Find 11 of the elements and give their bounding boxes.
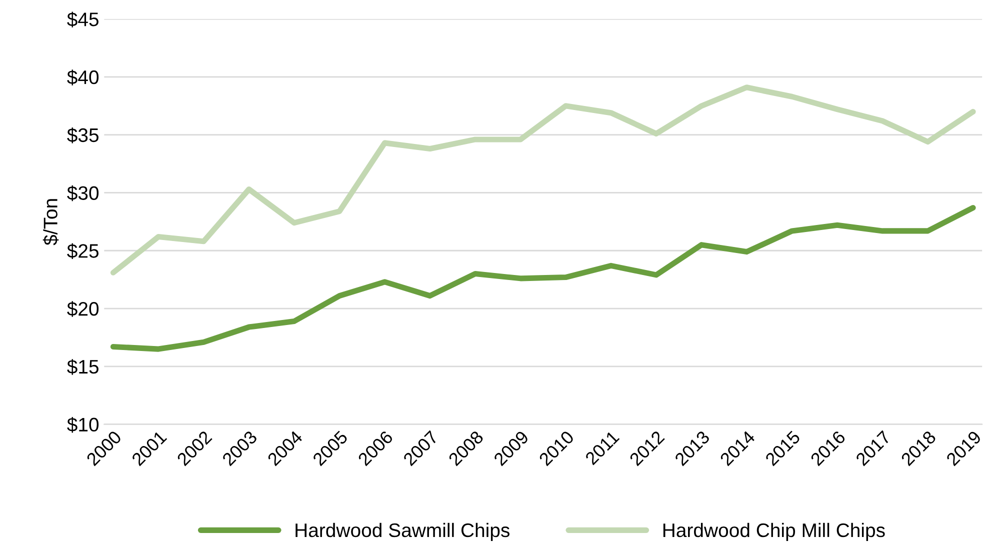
y-tick-label: $25 [67,243,98,260]
legend-label: Hardwood Sawmill Chips [296,522,510,541]
legend-label: Hardwood Chip Mill Chips [663,522,885,541]
y-tick-label: $15 [67,359,98,375]
y-tick-label: $40 [67,70,99,86]
y-tick-label: $30 [67,185,99,202]
y-tick-label: $10 [67,416,99,433]
y-tick-label: $20 [67,301,99,317]
y-tick-label: $35 [67,127,98,144]
y-tick-label: $45 [67,12,98,28]
y-axis-title: $/Ton [42,199,59,246]
